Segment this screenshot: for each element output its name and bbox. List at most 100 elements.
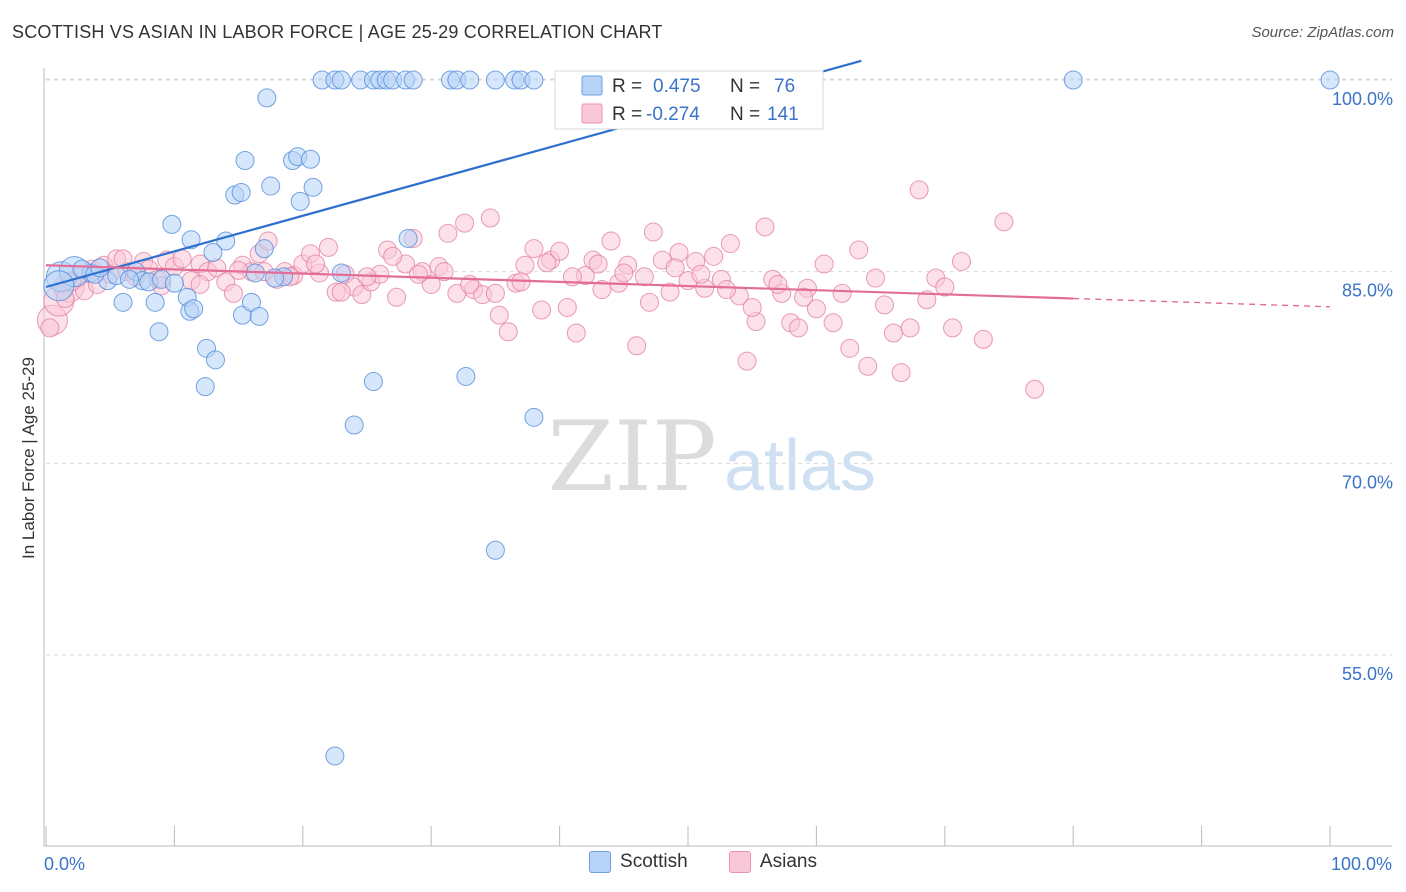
asians-point [408,264,428,284]
scottish-point [257,88,277,108]
legend-label-asians: Asians [759,851,817,872]
stats-r-value-asians: -0.274 [646,104,700,125]
asians-point [794,287,814,307]
asians-point [331,282,351,302]
scottish-point [460,70,480,90]
asians-point [532,300,552,320]
asians-point [614,263,634,283]
scottish-point [119,269,139,289]
asians-point [318,237,338,257]
asians-point [421,274,441,294]
legend-swatch-scottish [589,851,612,873]
y-tick-label: 100.0% [1332,89,1393,109]
stats-n-label: N = [730,104,760,125]
scottish-point [43,270,75,302]
stats-n-value-scottish: 76 [774,76,795,97]
asians-point [566,323,586,343]
asians-point [190,274,210,294]
axes [43,68,1392,847]
stats-n-value-asians: 141 [767,104,799,125]
asians-point [223,283,243,303]
scottish-point [249,306,269,326]
asians-point [874,295,894,315]
asians-point [643,222,663,242]
asians-point [840,338,860,358]
trend-line-asians-extension [1073,297,1331,308]
stats-swatch-asians [581,103,603,124]
asians-point [1025,379,1045,399]
scottish-point [331,263,351,283]
asians-point [883,323,903,343]
asians-point [742,297,762,317]
y-tick-label: 85.0% [1342,281,1393,301]
scottish-point [164,273,184,293]
legend-label-scottish: Scottish [620,851,688,872]
asians-point [943,318,963,338]
tick-labels: 55.0% 70.0% 85.0% 100.0% 0.0% 100.0% [44,89,1393,874]
asians-point [550,241,570,261]
x-tick-label: 100.0% [1331,854,1392,874]
asians-point [438,223,458,243]
asians-point [909,180,929,200]
asians-point [755,217,775,237]
asians-point [172,249,192,269]
legend-item-asians[interactable]: Asians [728,851,817,873]
asians-point [665,258,685,278]
asians-point [737,351,757,371]
scottish-point [485,70,505,90]
trend-line-asians [45,264,1074,300]
scottish-point [524,407,544,427]
asians-point [691,264,711,284]
scottish-point [290,191,310,211]
scottish-point [325,746,345,766]
stats-r-value-scottish: 0.475 [653,76,701,97]
asians-point [917,290,937,310]
scottish-point [254,239,274,259]
stats-r-label: R = [612,104,642,125]
asians-point [768,274,788,294]
legend-swatch-asians [728,851,751,873]
asians-point [865,268,885,288]
asians-point [704,246,724,266]
scottish-point [203,243,223,262]
asians-point [935,277,955,297]
asians-point [951,251,971,271]
asians-point [383,246,403,266]
scottish-point [485,540,505,560]
asians-point [557,297,577,317]
scottish-point [344,415,364,435]
scottish-point [331,70,351,90]
scottish-point [398,228,418,248]
legend-item-scottish[interactable]: Scottish [589,851,688,873]
asians-point [524,239,544,259]
asians-point [814,254,834,274]
scottish-point [303,177,323,197]
watermark-zip: ZIP [547,401,716,513]
bottom-legend: Scottish Asians [0,851,1406,879]
asians-point [891,363,911,383]
stats-n-label: N = [730,76,760,97]
scottish-point [1063,70,1083,90]
asians-point [634,267,654,287]
watermark: ZIP atlas [547,401,876,513]
scottish-point [162,214,182,234]
asians-point [720,234,740,254]
asians-point [515,255,535,275]
scottish-point [149,322,169,342]
asians-point [660,282,680,302]
scottish-point [145,292,165,312]
asians-point [806,299,826,319]
asians-point [485,283,505,303]
scottish-point [205,350,225,370]
asians-point [823,313,843,333]
scottish-point [301,149,321,169]
asians-point [592,280,612,300]
scottish-point [456,366,476,386]
stats-r-label: R = [612,76,642,97]
asians-point [627,336,647,356]
asians-point [306,254,326,274]
source-label: Source: ZipAtlas.com [1251,24,1394,41]
scottish-point [195,377,215,397]
scottish-point [403,70,423,90]
